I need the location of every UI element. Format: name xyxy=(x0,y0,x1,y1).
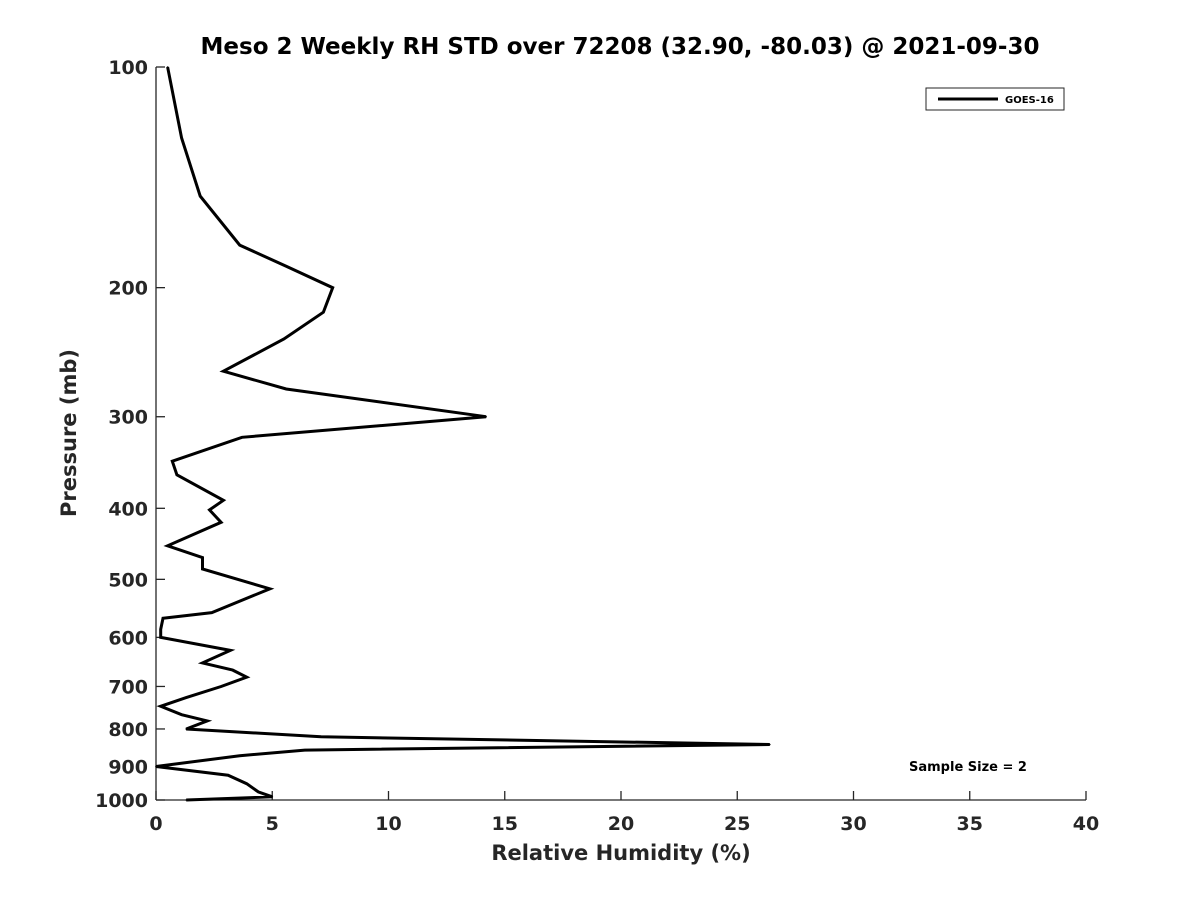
x-tick-label: 0 xyxy=(149,813,162,835)
data-point xyxy=(222,499,225,502)
x-tick-label: 40 xyxy=(1073,813,1099,835)
legend: GOES-16 xyxy=(925,87,1065,111)
data-point xyxy=(241,436,243,439)
data-point xyxy=(331,286,334,289)
data-point xyxy=(185,696,187,699)
data-point xyxy=(245,676,248,678)
data-point xyxy=(229,649,232,652)
data-point xyxy=(285,265,288,268)
x-axis-label: Relative Humidity (%) xyxy=(491,841,750,865)
data-point xyxy=(227,774,229,776)
chart-title: Meso 2 Weekly RH STD over 72208 (32.90, … xyxy=(201,34,1040,60)
data-point xyxy=(208,509,211,511)
x-tick-label: 15 xyxy=(492,813,518,835)
data-point xyxy=(485,415,487,418)
data-point xyxy=(322,311,325,314)
data-point xyxy=(285,388,288,390)
data-point xyxy=(206,720,208,722)
legend-label-goes-16: GOES-16 xyxy=(1005,95,1054,106)
data-point xyxy=(185,728,187,730)
data-point xyxy=(159,705,162,708)
data-point xyxy=(245,782,248,785)
y-tick-label: 500 xyxy=(108,569,148,591)
x-tick-label: 10 xyxy=(375,813,401,835)
x-tick-label: 35 xyxy=(957,813,983,835)
data-point xyxy=(257,791,260,793)
data-point xyxy=(155,765,157,768)
data-point xyxy=(176,474,178,476)
data-point xyxy=(180,713,183,716)
data-point xyxy=(304,749,306,751)
data-point xyxy=(220,685,222,688)
y-tick-label: 300 xyxy=(108,407,148,429)
data-point xyxy=(185,799,187,801)
data-point xyxy=(180,137,183,139)
data-point xyxy=(220,521,222,524)
data-point xyxy=(320,736,322,738)
y-axis-label: Pressure (mb) xyxy=(57,349,81,517)
data-point xyxy=(201,568,204,570)
data-point xyxy=(201,556,204,559)
data-point xyxy=(159,628,162,631)
y-tick-label: 600 xyxy=(108,627,148,649)
data-point xyxy=(211,611,213,614)
data-point xyxy=(199,195,201,197)
data-point xyxy=(222,370,225,373)
x-tick-label: 20 xyxy=(608,813,634,835)
data-point xyxy=(238,244,241,246)
x-ticks: 0 5 10 15 20 25 30 35 40 xyxy=(149,791,1099,835)
data-point xyxy=(769,743,771,746)
y-tick-label: 100 xyxy=(108,57,148,79)
x-tick-label: 5 xyxy=(266,813,279,835)
y-tick-label: 200 xyxy=(108,278,148,300)
data-points xyxy=(155,66,771,801)
data-point xyxy=(201,662,204,664)
x-tick-label: 25 xyxy=(724,813,750,835)
data-point xyxy=(162,617,164,620)
data-point xyxy=(171,460,174,463)
y-tick-label: 1000 xyxy=(95,790,148,812)
data-point xyxy=(166,545,169,547)
y-tick-label: 800 xyxy=(108,719,148,741)
data-point xyxy=(269,588,271,590)
y-tick-label: 400 xyxy=(108,498,148,520)
data-point xyxy=(283,338,285,340)
y-tick-label: 900 xyxy=(108,756,148,778)
data-point xyxy=(271,796,274,798)
data-point xyxy=(159,636,162,639)
data-point xyxy=(231,669,234,671)
y-ticks: 100 200 300 400 500 600 700 800 900 1000 xyxy=(95,57,165,812)
y-tick-label: 700 xyxy=(108,676,148,698)
x-tick-label: 30 xyxy=(840,813,866,835)
data-point xyxy=(238,754,241,757)
sample-size-annotation: Sample Size = 2 xyxy=(909,760,1027,775)
series-line-goes-16 xyxy=(155,66,770,802)
data-point xyxy=(166,66,169,68)
